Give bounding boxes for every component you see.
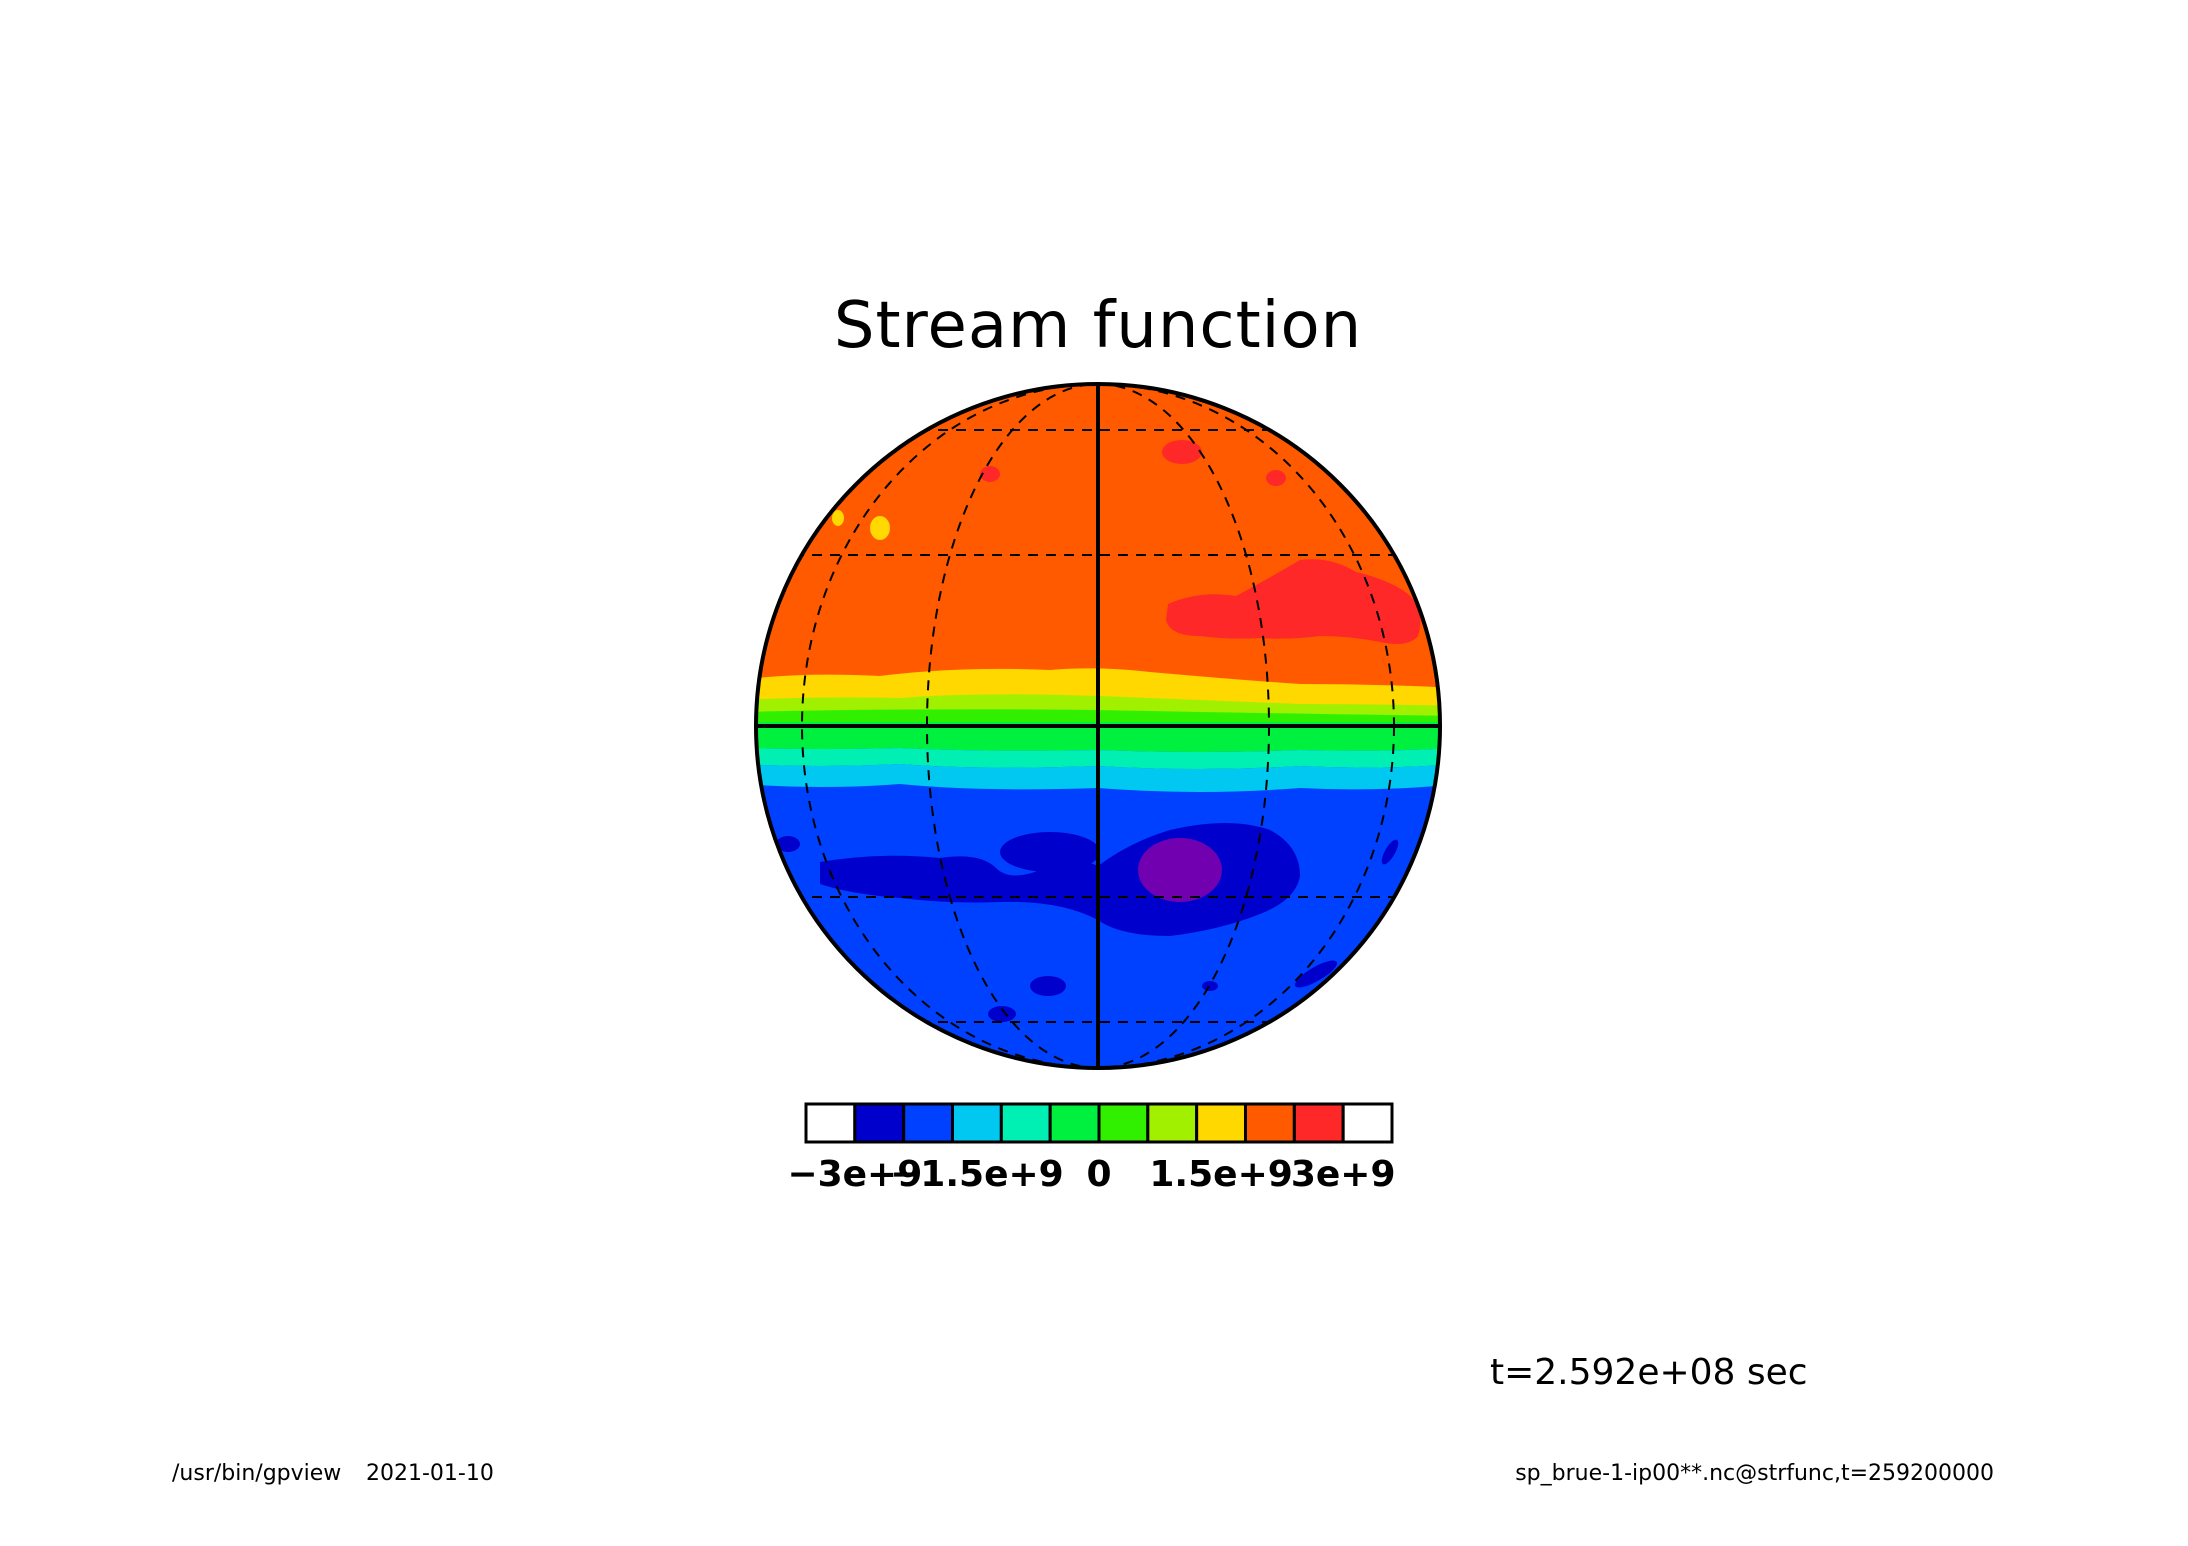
colorbar-cell	[999, 1102, 1052, 1144]
patch-red-1	[1162, 440, 1202, 464]
footer-source: sp_brue-1-ip00**.nc@strfunc,t=259200000	[1515, 1461, 1994, 1486]
patch-yellow-2	[832, 510, 844, 526]
patch-red-4	[1166, 559, 1421, 644]
colorbar-cell	[804, 1102, 857, 1144]
colorbar-cell	[1341, 1102, 1394, 1144]
patch-darkblue-5	[1294, 960, 1338, 988]
patch-red-3	[1266, 470, 1286, 486]
patch-darkblue-8	[1202, 981, 1218, 991]
colorbar-cell	[1146, 1102, 1199, 1144]
colorbar-cell	[1195, 1102, 1247, 1144]
colorbar-cell	[853, 1102, 906, 1144]
colorbar-cell	[1244, 1102, 1296, 1144]
colorbar-cell	[951, 1102, 1003, 1144]
colorbar-cell	[1292, 1102, 1345, 1144]
patch-purple	[1138, 838, 1222, 902]
colorbar-cell	[1048, 1102, 1101, 1144]
time-label: t=2.592e+08 sec	[1490, 1352, 1808, 1393]
globe	[754, 382, 1442, 1070]
plot-title: Stream function	[834, 289, 1362, 363]
colorbar-tick-label: 0	[1086, 1154, 1111, 1195]
footer-program: /usr/bin/gpview	[172, 1461, 341, 1486]
patch-yellow-1	[870, 516, 890, 540]
patch-darkblue-4	[988, 1006, 1016, 1022]
colorbar	[804, 1102, 1394, 1144]
colorbar-ticks: −3e+9−1.5e+9 0 1.5e+93e+9	[787, 1154, 1395, 1195]
patch-darkblue-6	[776, 836, 800, 852]
patch-darkblue-7	[1381, 839, 1399, 865]
colorbar-tick-label: −3e+9	[787, 1154, 922, 1195]
colorbar-tick-label: 1.5e+9	[1149, 1154, 1292, 1195]
patch-darkblue-3	[1030, 976, 1066, 996]
colorbar-tick-label: −1.5e+9	[890, 1154, 1064, 1195]
colorbar-tick-label: 3e+9	[1291, 1154, 1396, 1195]
patch-red-2	[980, 466, 1000, 482]
globe-outline	[754, 382, 1442, 1070]
colorbar-cell	[902, 1102, 955, 1144]
footer-date: 2021-01-10	[366, 1461, 494, 1486]
colorbar-cell	[1097, 1102, 1150, 1144]
patch-darkblue-2	[1000, 832, 1100, 872]
